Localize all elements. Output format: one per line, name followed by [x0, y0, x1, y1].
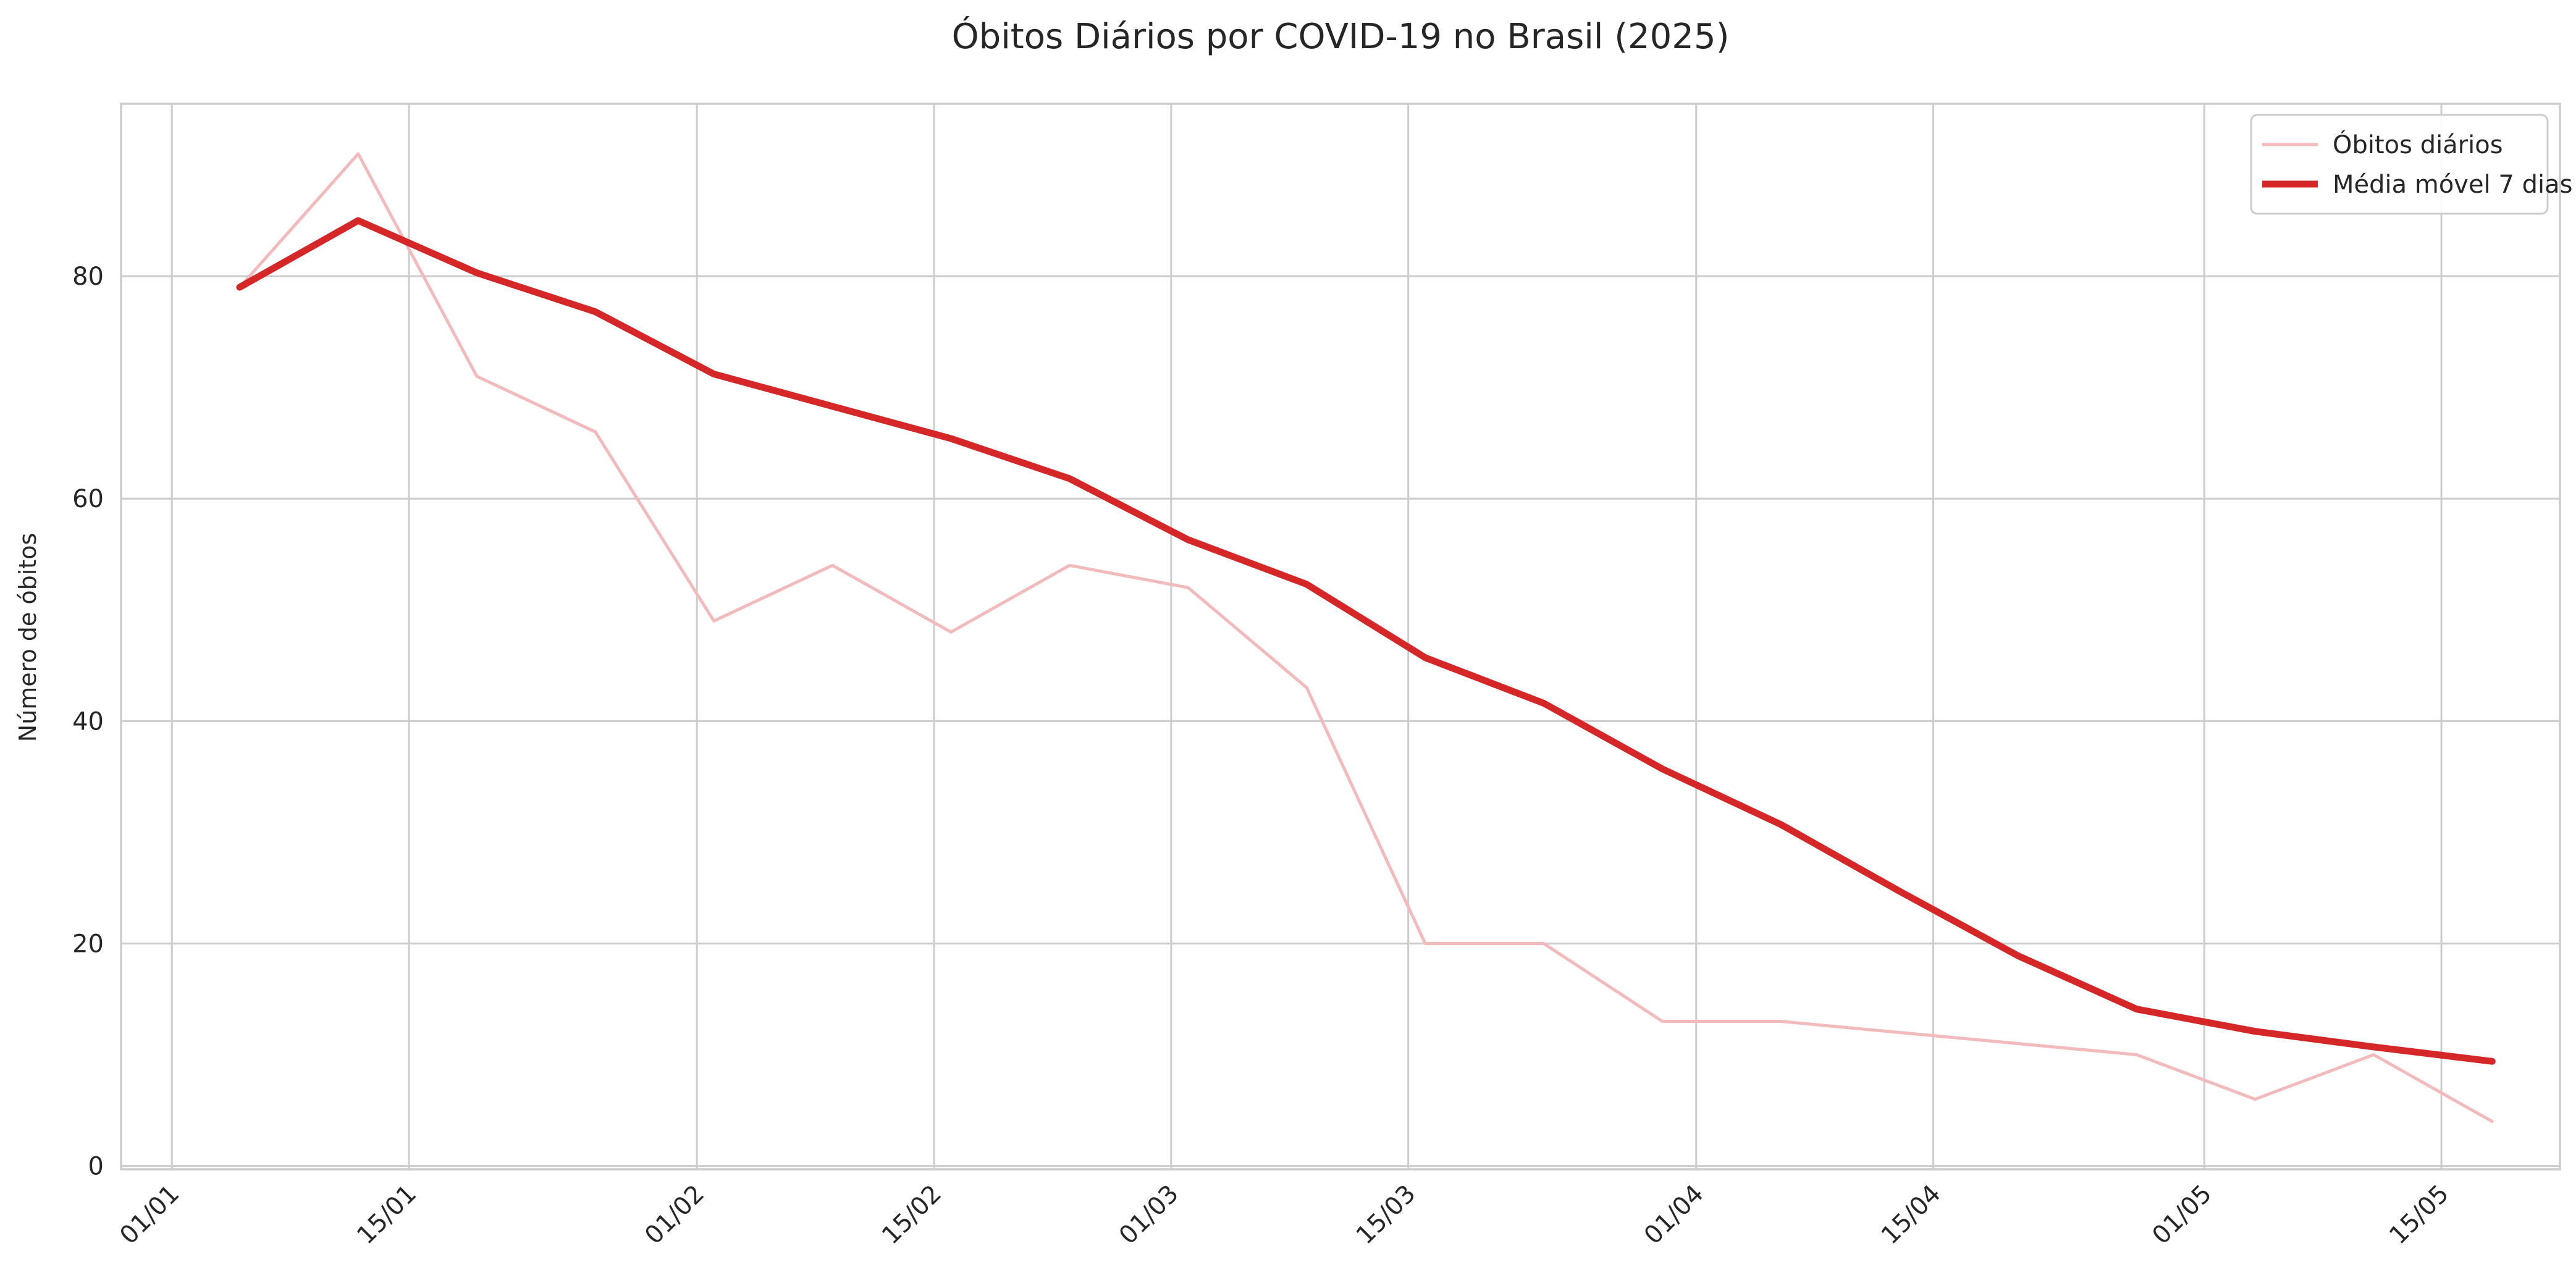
x-tick-label: 01/02: [639, 1180, 710, 1250]
plot-frame: [120, 103, 2561, 1171]
x-tick-label: 01/03: [1114, 1180, 1184, 1250]
y-tick-label: 80: [72, 263, 104, 291]
x-tick-label: 15/04: [1876, 1180, 1947, 1250]
y-tick-label: 20: [72, 930, 104, 958]
gridlines: [121, 104, 2560, 1169]
x-tick-label: 01/01: [114, 1180, 185, 1250]
legend-label-2: Média móvel 7 dias: [2333, 170, 2572, 199]
y-tick-label: 60: [72, 485, 104, 513]
x-tick-label: 15/02: [877, 1180, 947, 1250]
x-tick-label: 15/01: [351, 1180, 422, 1250]
chart-title: Óbitos Diários por COVID-19 no Brasil (2…: [952, 17, 1730, 57]
x-tick-label: 15/03: [1351, 1180, 1421, 1250]
series-line-1: [238, 152, 2494, 1124]
y-axis-label: Número de óbitos: [14, 533, 41, 742]
x-tick-label: 01/04: [1639, 1180, 1709, 1250]
series-line-2: [236, 217, 2496, 1065]
x-tick-label: 01/05: [2147, 1180, 2217, 1250]
legend: Óbitos diários Média móvel 7 dias: [2250, 114, 2572, 215]
y-tick-label: 0: [88, 1153, 104, 1181]
legend-label-1: Óbitos diários: [2333, 130, 2503, 159]
x-tick-label: 15/05: [2384, 1180, 2454, 1250]
legend-box: [2250, 114, 2549, 215]
tick-labels: 01/01 15/01 01/02 15/02 01/03 15/03 01/04 15/04…: [72, 263, 2454, 1250]
y-tick-label: 40: [72, 707, 104, 736]
series-layer: [236, 152, 2496, 1124]
